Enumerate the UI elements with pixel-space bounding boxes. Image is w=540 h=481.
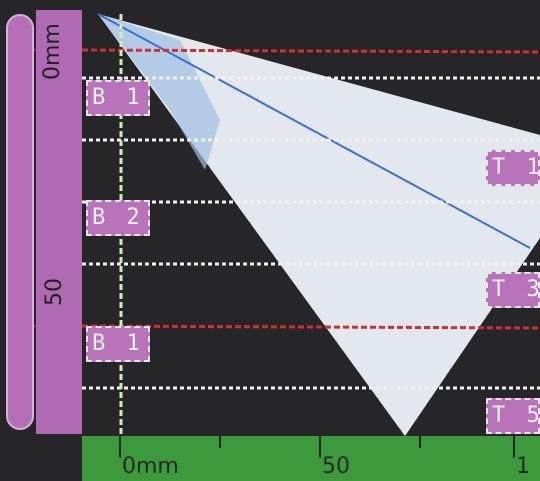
marker-b1-bottom[interactable]: B 1 — [86, 326, 150, 362]
marker-b1-top[interactable]: B 1 — [86, 80, 150, 116]
vertical-ruler-label-mid: 50 — [42, 278, 67, 306]
marker-t3[interactable]: T 3 — [486, 272, 540, 308]
vertical-ruler-label-top: 0mm — [40, 23, 65, 80]
scan-wedge-blue-patch — [98, 14, 220, 170]
horizontal-ruler-label-right: 1 — [516, 454, 530, 479]
marker-t5[interactable]: T 5 — [486, 398, 540, 434]
horizontal-ruler-label-left: 0mm — [122, 454, 179, 479]
vertical-scrollbar[interactable] — [6, 14, 34, 430]
horizontal-ruler-label-mid: 50 — [322, 454, 350, 479]
marker-t1[interactable]: T 1 — [486, 150, 540, 186]
gate-line-bottom[interactable] — [81, 324, 540, 330]
horizontal-ruler — [82, 436, 540, 481]
beam-line — [97, 13, 531, 249]
horizontal-ruler-ticks — [119, 436, 515, 458]
vertical-ruler — [36, 10, 82, 434]
marker-b2[interactable]: B 2 — [86, 200, 150, 236]
gate-line-top[interactable] — [81, 48, 540, 54]
